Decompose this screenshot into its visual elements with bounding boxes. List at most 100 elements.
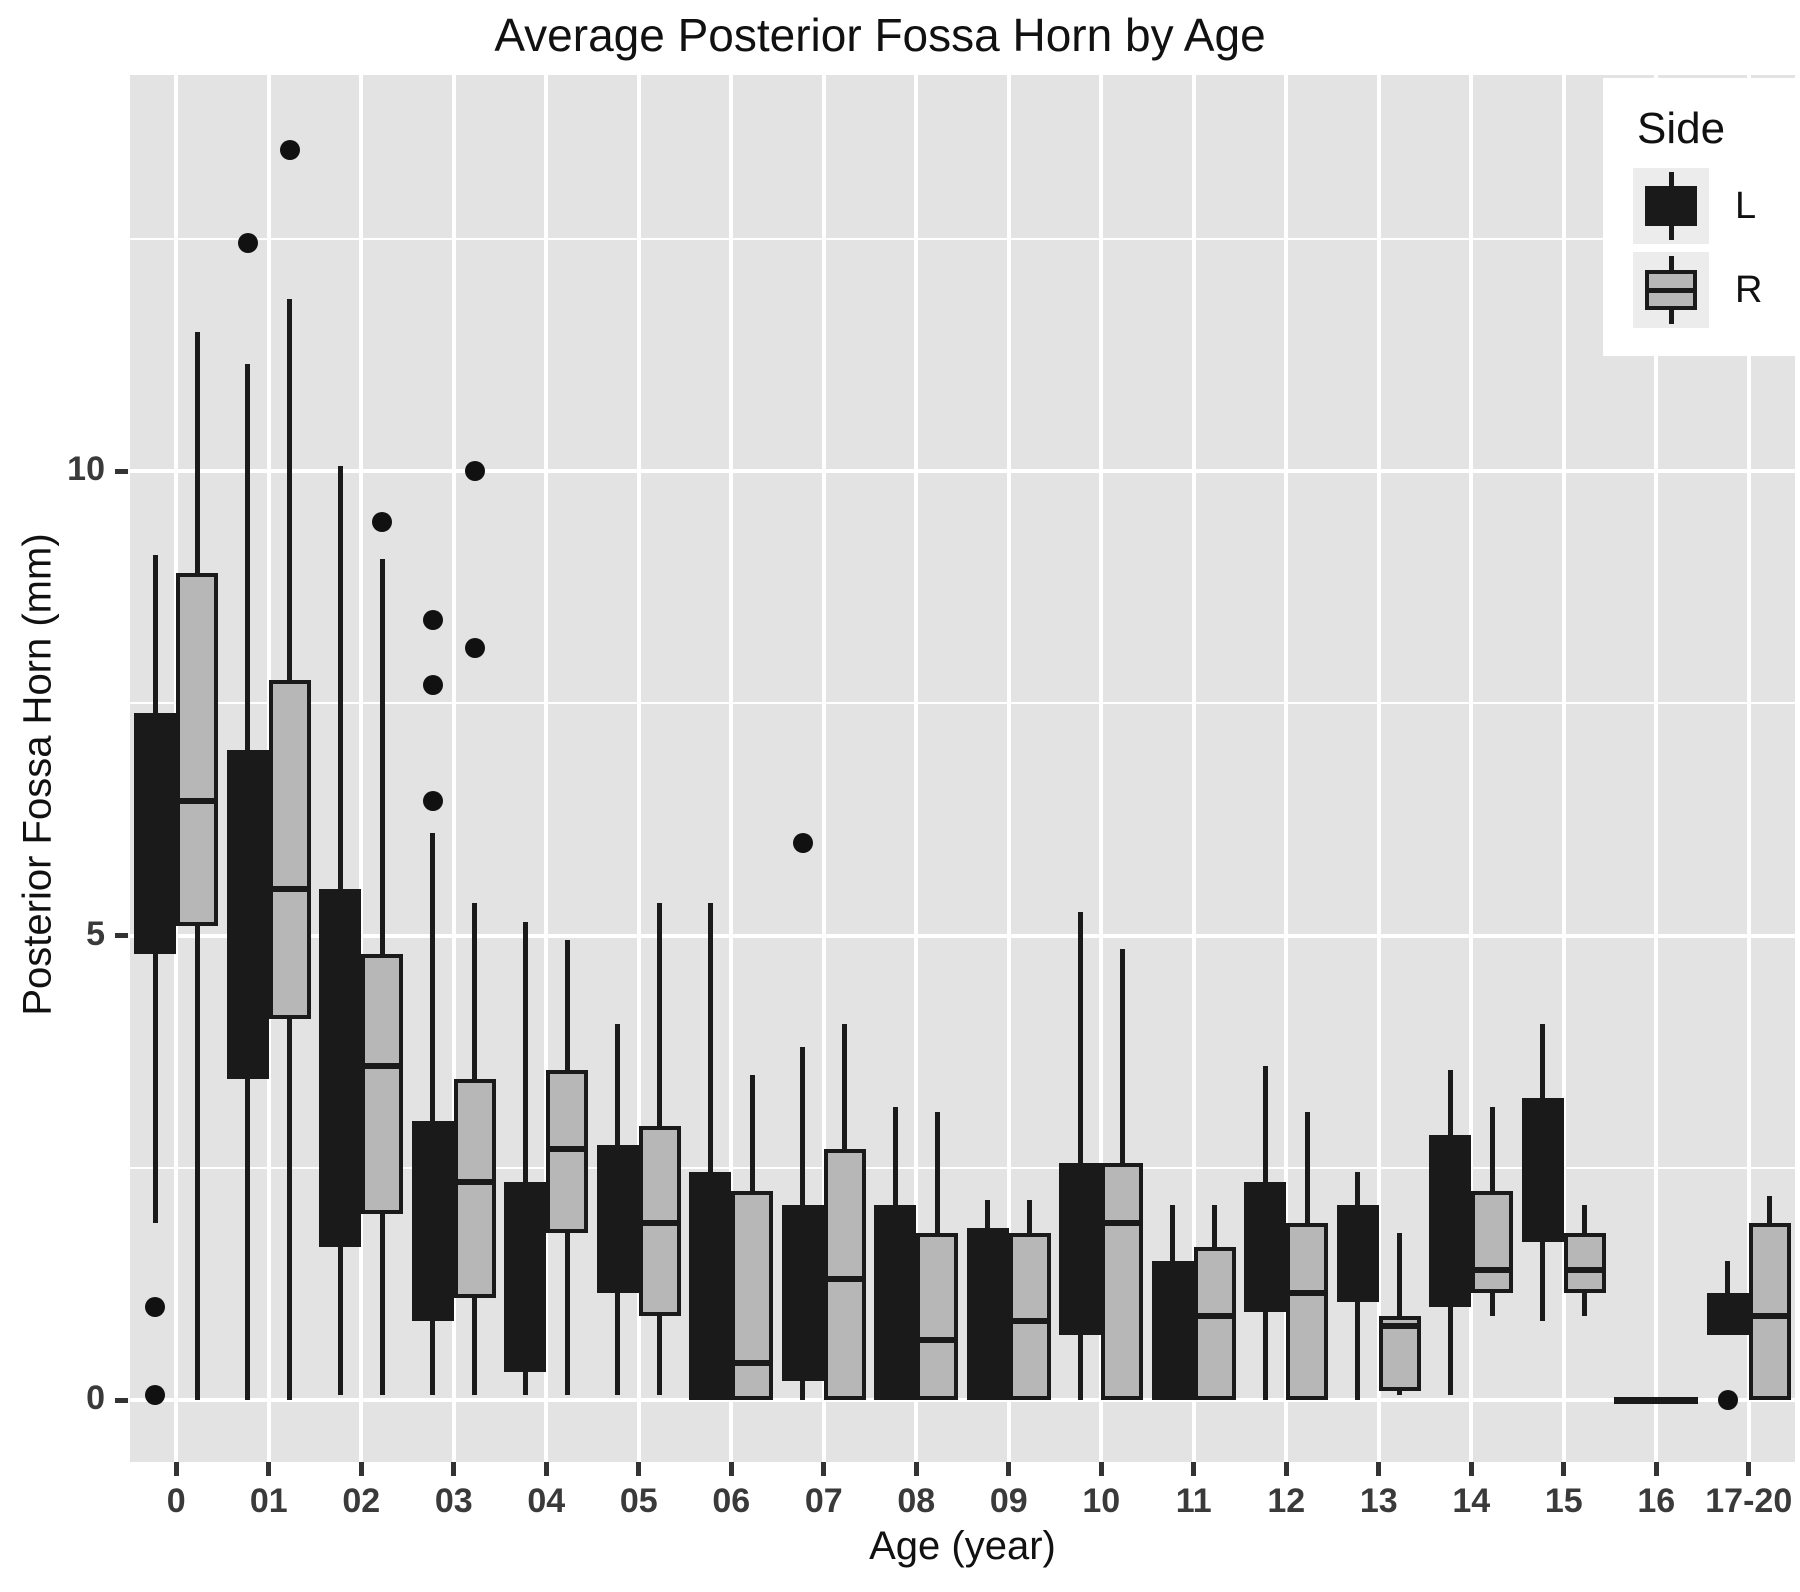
degenerate-box xyxy=(1614,1396,1657,1404)
box-r xyxy=(1471,1190,1514,1294)
median-line xyxy=(734,1359,771,1366)
x-tick-label: 09 xyxy=(989,1482,1028,1520)
x-axis-title: Age (year) xyxy=(869,1524,1056,1568)
x-tick-label: 07 xyxy=(804,1482,843,1520)
median-line xyxy=(271,886,308,893)
box-r xyxy=(453,1079,496,1298)
x-tick-mark xyxy=(1468,1462,1474,1476)
box-l xyxy=(596,1144,639,1294)
median-line xyxy=(1011,1318,1048,1325)
box-r xyxy=(268,680,311,1020)
box-l xyxy=(1244,1181,1287,1312)
box-l xyxy=(689,1172,732,1400)
median-line xyxy=(1104,1220,1141,1227)
x-tick-label: 02 xyxy=(342,1482,381,1520)
v-gridline xyxy=(451,75,456,1462)
chart-title: Average Posterior Fossa Horn by Age xyxy=(494,9,1266,61)
box-l xyxy=(411,1121,454,1322)
v-gridline xyxy=(914,75,919,1462)
box-l xyxy=(1059,1163,1102,1335)
median-line xyxy=(364,1062,401,1069)
x-tick-label: 08 xyxy=(897,1482,936,1520)
plot-panel xyxy=(130,75,1795,1462)
whisker-line xyxy=(707,902,713,1400)
v-gridline xyxy=(821,75,826,1462)
outlier-dot xyxy=(279,140,300,161)
box-l xyxy=(1521,1098,1564,1243)
v-gridline xyxy=(1376,75,1381,1462)
median-line xyxy=(919,1336,956,1343)
x-tick-mark xyxy=(728,1462,734,1476)
box-l xyxy=(1151,1260,1194,1400)
outlier-dot xyxy=(372,512,393,533)
box-l xyxy=(226,749,269,1080)
x-tick-mark xyxy=(266,1462,272,1476)
y-tick-label: 0 xyxy=(86,1379,105,1417)
box-l xyxy=(781,1204,824,1382)
x-tick-label: 03 xyxy=(434,1482,473,1520)
x-tick-label: 06 xyxy=(712,1482,751,1520)
box-l xyxy=(134,712,177,955)
box-l xyxy=(1706,1293,1749,1335)
v-gridline xyxy=(636,75,641,1462)
x-tick-label: 01 xyxy=(249,1482,288,1520)
h-gridline-minor xyxy=(130,702,1795,705)
x-tick-label: 05 xyxy=(619,1482,658,1520)
box-r xyxy=(1193,1246,1236,1400)
box-l xyxy=(1429,1135,1472,1308)
x-tick-mark xyxy=(1006,1462,1012,1476)
median-line xyxy=(641,1220,678,1227)
x-tick-mark xyxy=(1561,1462,1567,1476)
outlier-dot xyxy=(1717,1390,1738,1410)
x-tick-mark xyxy=(636,1462,642,1476)
whisker-line xyxy=(522,921,528,1396)
x-tick-label: 13 xyxy=(1359,1482,1398,1520)
x-tick-mark xyxy=(543,1462,549,1476)
h-gridline-major xyxy=(130,933,1795,938)
x-tick-mark xyxy=(821,1462,827,1476)
box-r xyxy=(361,954,404,1215)
v-gridline xyxy=(1654,75,1659,1462)
x-tick-label: 15 xyxy=(1544,1482,1583,1520)
h-gridline-major xyxy=(130,1398,1795,1402)
box-r xyxy=(916,1232,959,1400)
boxplot-key-black-icon xyxy=(1633,168,1709,244)
median-line xyxy=(1751,1313,1788,1320)
legend-label-r: R xyxy=(1735,268,1763,311)
v-gridline xyxy=(1006,75,1011,1462)
v-gridline xyxy=(544,75,549,1462)
h-gridline-minor xyxy=(130,1166,1795,1169)
legend-title: Side xyxy=(1637,104,1726,153)
v-gridline xyxy=(1284,75,1289,1462)
box-l xyxy=(874,1204,917,1400)
whisker-line xyxy=(1397,1232,1403,1396)
outlier-dot xyxy=(422,609,443,630)
box-r xyxy=(1378,1316,1421,1391)
x-tick-mark xyxy=(913,1462,919,1476)
h-gridline-major xyxy=(130,469,1795,473)
h-gridline-minor xyxy=(130,237,1795,240)
y-tick-label: 5 xyxy=(86,914,105,953)
x-tick-label: 0 xyxy=(166,1482,186,1520)
boxplot-key-gray-icon xyxy=(1633,252,1709,328)
legend-label-l: L xyxy=(1735,184,1757,227)
x-tick-label: 11 xyxy=(1175,1482,1212,1520)
box-l xyxy=(1336,1204,1379,1303)
x-tick-mark xyxy=(1376,1462,1382,1476)
box-r xyxy=(731,1190,774,1400)
outlier-dot xyxy=(464,461,485,481)
x-tick-mark xyxy=(1746,1462,1752,1476)
outlier-dot xyxy=(464,637,485,658)
legend-entry-r: R xyxy=(1633,252,1800,328)
x-tick-mark xyxy=(358,1462,364,1476)
median-line xyxy=(456,1178,493,1185)
x-tick-mark xyxy=(1191,1462,1197,1476)
median-line xyxy=(826,1276,863,1283)
outlier-dot xyxy=(422,674,443,695)
box-r xyxy=(176,573,219,927)
v-gridline xyxy=(729,75,734,1462)
box-r xyxy=(1286,1223,1329,1400)
median-line xyxy=(179,797,216,804)
median-line xyxy=(549,1146,586,1153)
